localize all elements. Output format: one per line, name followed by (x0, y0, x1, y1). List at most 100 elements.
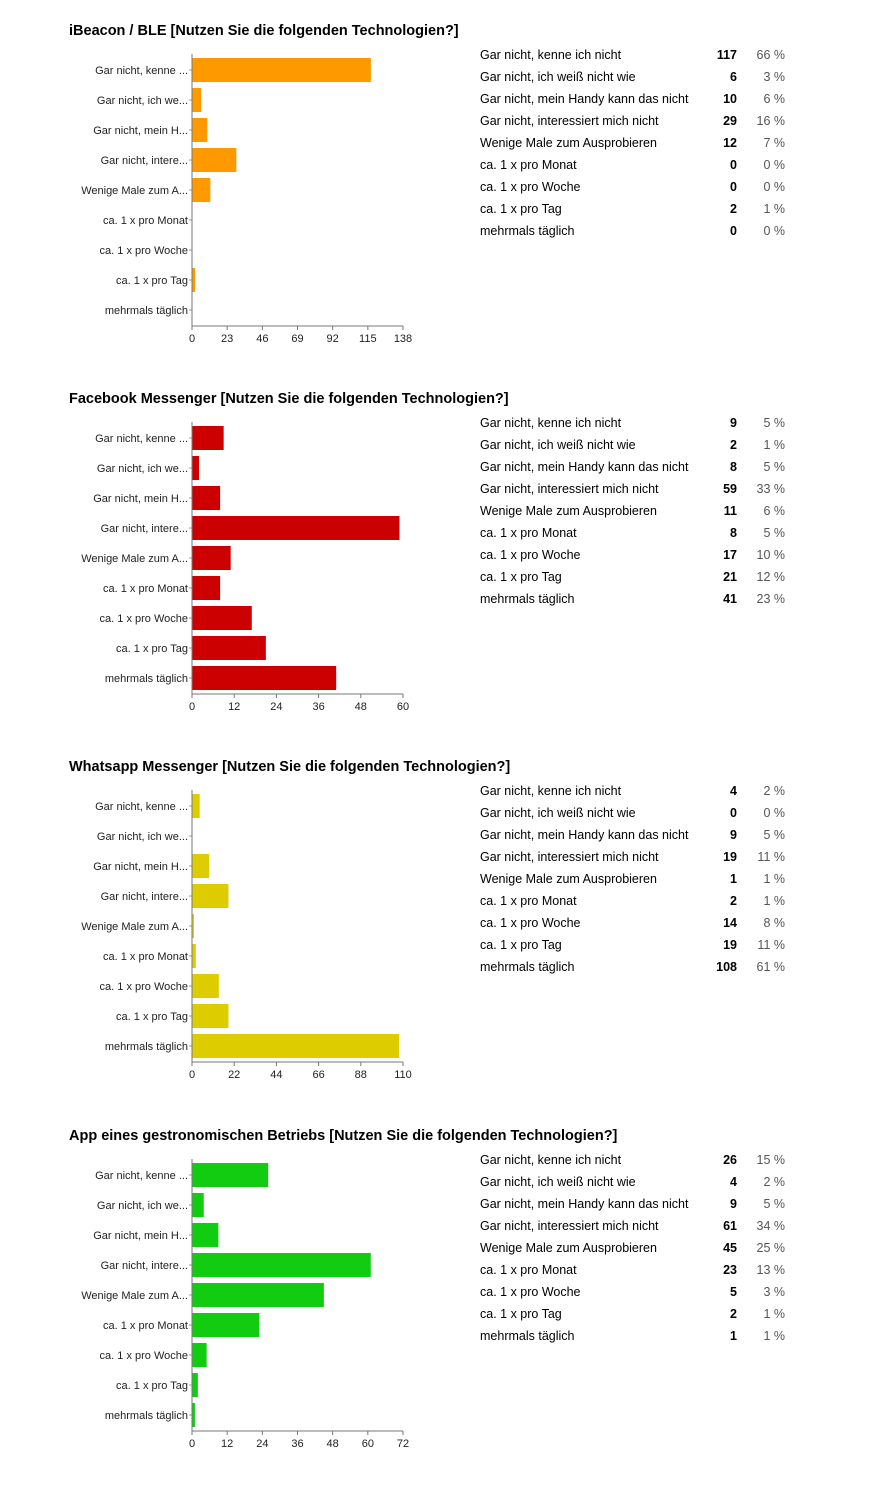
x-tick-label: 48 (327, 1438, 339, 1450)
row-percent: 3 % (763, 1285, 785, 1299)
chart-section-gastronomy-app: App eines gestronomischen Betriebs [Nutz… (0, 1127, 883, 1495)
bar (192, 1193, 204, 1217)
table-row: ca. 1 x pro Monat 0 0 % (480, 154, 785, 176)
bar (192, 486, 221, 510)
x-tick-label: 60 (362, 1438, 374, 1450)
category-label: Gar nicht, intere... (101, 523, 188, 535)
row-percent: 6 % (763, 92, 785, 106)
bar (192, 148, 237, 172)
row-label: Gar nicht, interessiert mich nicht (480, 482, 659, 496)
x-tick-label: 24 (256, 1438, 268, 1450)
row-label: Gar nicht, ich weiß nicht wie (480, 70, 636, 84)
row-label: ca. 1 x pro Monat (480, 158, 577, 172)
row-label: ca. 1 x pro Monat (480, 526, 577, 540)
row-percent: 3 % (763, 70, 785, 84)
bar (192, 118, 208, 142)
x-tick-label: 36 (291, 1438, 303, 1450)
row-count: 45 (723, 1241, 737, 1255)
x-tick-label: 23 (221, 333, 233, 345)
category-label: Gar nicht, kenne ... (95, 65, 188, 77)
stats-table: Gar nicht, kenne ich nicht 117 66 % Gar ni… (480, 44, 785, 242)
row-count: 108 (716, 960, 737, 974)
row-count: 41 (723, 592, 737, 606)
row-percent: 2 % (763, 1175, 785, 1189)
row-percent: 7 % (763, 136, 785, 150)
row-label: Gar nicht, mein Handy kann das nicht (480, 1197, 689, 1211)
row-label: Gar nicht, mein Handy kann das nicht (480, 828, 689, 842)
table-row: mehrmals täglich 41 23 % (480, 588, 785, 610)
category-label: ca. 1 x pro Tag (116, 643, 188, 655)
row-percent: 0 % (763, 158, 785, 172)
table-row: Wenige Male zum Ausprobieren 12 7 % (480, 132, 785, 154)
row-percent: 5 % (763, 526, 785, 540)
stats-table: Gar nicht, kenne ich nicht 26 15 % Gar nic… (480, 1149, 785, 1347)
row-label: mehrmals täglich (480, 224, 575, 238)
row-count: 4 (730, 784, 737, 798)
stats-table: Gar nicht, kenne ich nicht 9 5 % Gar nicht… (480, 412, 785, 610)
category-label: Gar nicht, kenne ... (95, 801, 188, 813)
chart-title: Whatsapp Messenger [Nutzen Sie die folge… (69, 759, 511, 775)
category-label: Wenige Male zum A... (81, 553, 188, 565)
table-row: Gar nicht, ich weiß nicht wie 2 1 % (480, 434, 785, 456)
row-percent: 1 % (763, 202, 785, 216)
category-label: ca. 1 x pro Monat (103, 951, 188, 963)
bar (192, 1283, 324, 1307)
bar (192, 1253, 371, 1277)
row-count: 21 (723, 570, 737, 584)
row-percent: 15 % (756, 1153, 786, 1167)
bar (192, 178, 211, 202)
category-label: mehrmals täglich (105, 1410, 188, 1422)
bar (192, 58, 371, 82)
row-percent: 12 % (756, 570, 786, 584)
row-label: ca. 1 x pro Woche (480, 180, 581, 194)
category-label: mehrmals täglich (105, 673, 188, 685)
x-tick-label: 0 (189, 1438, 195, 1450)
row-count: 0 (730, 158, 737, 172)
bar-chart: Gar nicht, kenne ... Gar nicht, ich we...… (81, 790, 412, 1081)
table-row: Wenige Male zum Ausprobieren 11 6 % (480, 500, 785, 522)
table-row: ca. 1 x pro Tag 21 12 % (480, 566, 785, 588)
category-label: ca. 1 x pro Tag (116, 275, 188, 287)
category-label: ca. 1 x pro Tag (116, 1380, 188, 1392)
row-count: 23 (723, 1263, 737, 1277)
bar-chart: Gar nicht, kenne ... Gar nicht, ich we...… (81, 422, 409, 713)
table-row: Gar nicht, interessiert mich nicht 19 11 % (480, 846, 785, 868)
table-row: Gar nicht, kenne ich nicht 9 5 % (480, 412, 785, 434)
category-label: mehrmals täglich (105, 305, 188, 317)
table-row: Gar nicht, mein Handy kann das nicht 9 5 % (480, 824, 785, 846)
bar-chart: Gar nicht, kenne ... Gar nicht, ich we...… (81, 54, 412, 345)
row-percent: 5 % (763, 1197, 785, 1211)
bar (192, 1004, 229, 1028)
row-count: 117 (716, 48, 737, 62)
row-label: ca. 1 x pro Woche (480, 916, 581, 930)
row-percent: 6 % (763, 504, 785, 518)
row-percent: 13 % (756, 1263, 786, 1277)
category-label: Gar nicht, mein H... (93, 1230, 188, 1242)
row-label: mehrmals täglich (480, 1329, 575, 1343)
row-percent: 5 % (763, 416, 785, 430)
bar (192, 944, 196, 968)
table-row: Gar nicht, ich weiß nicht wie 0 0 % (480, 802, 785, 824)
category-label: Gar nicht, ich we... (97, 1200, 188, 1212)
table-row: mehrmals täglich 108 61 % (480, 956, 785, 978)
row-count: 9 (730, 416, 737, 430)
bar (192, 854, 210, 878)
row-label: Wenige Male zum Ausprobieren (480, 136, 657, 150)
row-label: Gar nicht, ich weiß nicht wie (480, 806, 636, 820)
row-label: Wenige Male zum Ausprobieren (480, 1241, 657, 1255)
row-label: ca. 1 x pro Tag (480, 202, 562, 216)
chart-section-facebook-messenger: Facebook Messenger [Nutzen Sie die folge… (0, 390, 883, 758)
row-percent: 66 % (756, 48, 786, 62)
chart-title: App eines gestronomischen Betriebs [Nutz… (69, 1128, 618, 1144)
bar (192, 88, 202, 112)
row-count: 0 (730, 224, 737, 238)
row-label: Gar nicht, interessiert mich nicht (480, 850, 659, 864)
table-row: ca. 1 x pro Tag 2 1 % (480, 198, 785, 220)
bar (192, 456, 200, 480)
bar (192, 636, 266, 660)
table-row: Gar nicht, interessiert mich nicht 61 34 % (480, 1215, 785, 1237)
x-tick-label: 0 (189, 701, 195, 713)
row-label: ca. 1 x pro Monat (480, 1263, 577, 1277)
row-count: 4 (730, 1175, 737, 1189)
table-row: Gar nicht, kenne ich nicht 117 66 % (480, 44, 785, 66)
